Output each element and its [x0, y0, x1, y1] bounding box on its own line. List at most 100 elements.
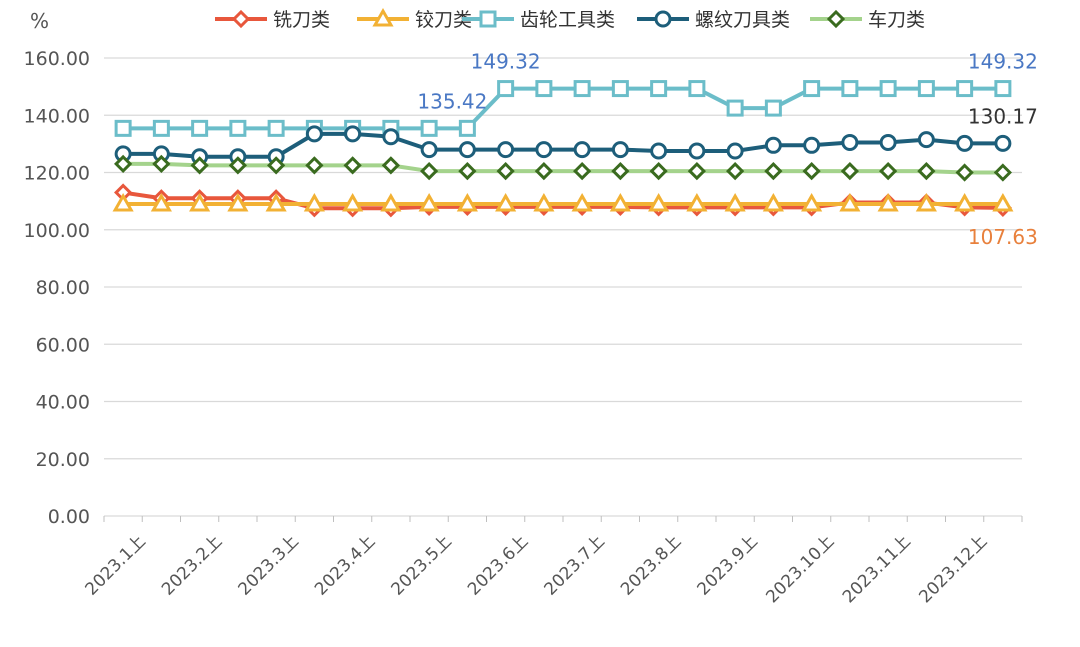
data-point [573, 141, 591, 159]
data-point [611, 141, 629, 159]
data-point [879, 80, 897, 98]
data-point [803, 80, 821, 98]
data-labels: 149.32 135.42 149.32 130.17 107.63 [417, 50, 1037, 249]
data-point [764, 136, 782, 154]
data-point [496, 161, 515, 181]
data-point [420, 119, 438, 137]
x-tick-label: 2023.6上 [464, 531, 532, 599]
data-point [535, 80, 553, 98]
data-point [381, 156, 400, 175]
x-tick-label: 2023.5上 [388, 531, 456, 599]
data-point [726, 99, 744, 117]
series-line [123, 131, 1003, 159]
legend-item: 铰刀类 [357, 7, 472, 31]
y-axis: % 0.00 20.00 40.00 60.00 80.00 100.00 120.00 14… [24, 9, 90, 528]
data-point [535, 141, 553, 159]
x-tick-label: 2023.2上 [158, 531, 226, 599]
data-point [726, 161, 745, 181]
data-point [917, 161, 936, 181]
data-point [112, 192, 134, 212]
data-point [686, 192, 708, 212]
series-4 [114, 154, 1012, 182]
data-label: 130.17 [968, 104, 1038, 128]
data-point [265, 192, 287, 212]
data-point [650, 80, 668, 98]
y-tick-label: 120.00 [24, 163, 90, 185]
data-point [802, 161, 821, 181]
data-point [839, 192, 861, 212]
data-point [458, 141, 476, 159]
y-tick-label: 160.00 [24, 48, 90, 70]
legend-item: 铣刀类 [215, 9, 330, 31]
data-label: 149.32 [471, 50, 541, 74]
data-point [648, 192, 670, 212]
x-tick-label: 2023.12上 [915, 531, 991, 607]
data-point [382, 128, 400, 146]
legend-label: 螺纹刀具类 [695, 9, 790, 31]
y-tick-label: 20.00 [36, 449, 90, 471]
data-point [305, 125, 323, 143]
data-point [650, 142, 668, 160]
data-point [267, 156, 286, 175]
x-tick-label: 2023.10上 [762, 531, 838, 607]
x-tick-label: 2023.9上 [694, 531, 762, 599]
data-point [803, 136, 821, 154]
legend-label: 铰刀类 [415, 9, 472, 31]
data-point [190, 156, 209, 175]
data-point [611, 80, 629, 98]
y-tick-label: 40.00 [36, 392, 90, 414]
data-point [801, 192, 823, 212]
y-axis-unit: % [30, 9, 49, 33]
data-point [150, 192, 172, 212]
data-point [534, 161, 553, 181]
data-point [497, 80, 515, 98]
data-point [764, 161, 783, 181]
x-tick-label: 2023.3上 [235, 531, 303, 599]
data-point [533, 192, 555, 212]
legend-marker [654, 10, 672, 28]
legend-item: 车刀类 [810, 9, 925, 31]
series-2 [114, 80, 1012, 137]
legend-item: 螺纹刀具类 [637, 9, 790, 31]
data-point [571, 192, 593, 212]
data-point [879, 161, 898, 181]
data-point [992, 192, 1014, 212]
data-point [573, 161, 592, 181]
data-point [917, 131, 935, 149]
data-point [458, 161, 477, 181]
data-point [764, 99, 782, 117]
legend-marker [372, 7, 394, 27]
data-point [189, 192, 211, 212]
data-point [609, 192, 631, 212]
data-point [954, 192, 976, 212]
data-point [458, 119, 476, 137]
data-point [420, 141, 438, 159]
data-point [762, 192, 784, 212]
data-point [841, 133, 859, 151]
y-tick-label: 60.00 [36, 334, 90, 356]
data-point [495, 192, 517, 212]
data-point [344, 125, 362, 143]
data-point [342, 192, 364, 212]
data-point [993, 163, 1012, 182]
data-label: 135.42 [417, 89, 487, 113]
data-point [841, 80, 859, 98]
data-point [726, 142, 744, 160]
series-line [123, 161, 1003, 175]
legend-marker [479, 10, 497, 28]
data-point [497, 141, 515, 159]
data-point [114, 154, 133, 174]
data-point [152, 119, 170, 137]
data-point [152, 154, 171, 174]
data-point [917, 80, 935, 98]
data-point [229, 119, 247, 137]
legend-marker [231, 9, 251, 29]
series-0 [114, 183, 1012, 218]
data-point [418, 192, 440, 212]
data-point [456, 192, 478, 212]
legend-label: 车刀类 [868, 9, 925, 31]
x-tick-label: 2023.4上 [311, 531, 379, 599]
legend-label: 齿轮工具类 [520, 9, 615, 31]
data-point [191, 119, 209, 137]
